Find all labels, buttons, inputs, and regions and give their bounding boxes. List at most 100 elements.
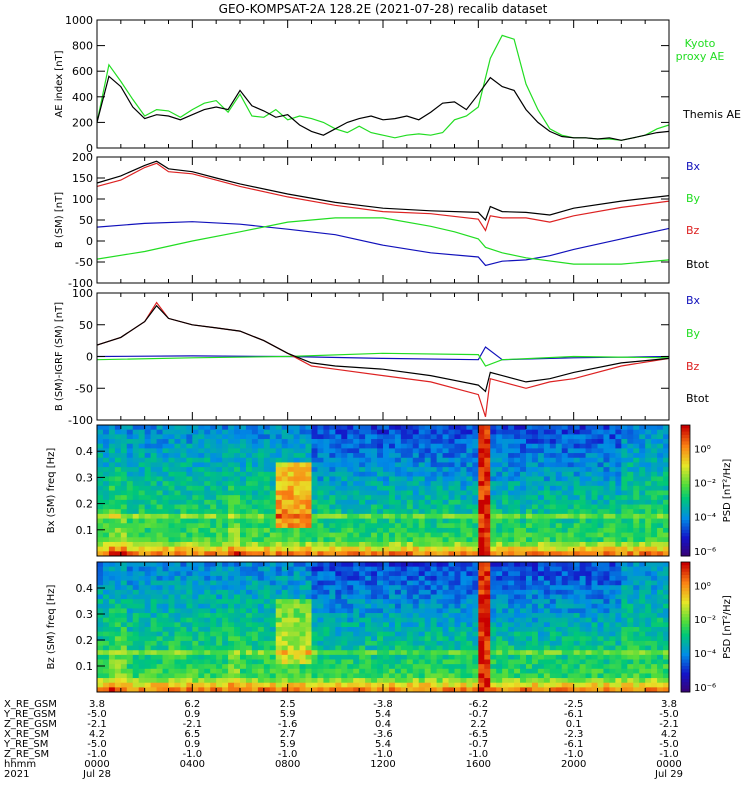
colorbar-tick-label: 10⁻⁴ bbox=[694, 649, 716, 660]
ephemeris-value: -1.0 bbox=[564, 749, 584, 760]
colorbar: 10⁰ 10⁻² 10⁻⁴ 10⁻⁶ PSD [nT²/Hz] bbox=[680, 561, 733, 694]
series-line-btot bbox=[96, 160, 670, 222]
ephemeris-value: 2000 bbox=[561, 759, 586, 770]
y-tick-label: 0.2 bbox=[76, 634, 94, 647]
ephemeris-value: 4.2 bbox=[661, 729, 677, 740]
figure-title: GEO-KOMPSAT-2A 128.2E (2021-07-28) recal… bbox=[219, 2, 548, 16]
legend-entry: Btot bbox=[686, 258, 710, 271]
spectrogram-panel-2: 0.1 0.2 0.3 0.4 Bz (SM) freq [Hz] 10⁰ 10⁻² 10⁻⁴… bbox=[46, 561, 733, 694]
ephemeris-value: -5.0 bbox=[87, 709, 107, 720]
ephemeris-value: -0.7 bbox=[469, 739, 489, 750]
series-line-themis-ae bbox=[96, 75, 670, 141]
ephemeris-value: 2.5 bbox=[280, 699, 296, 710]
ephemeris-value: 0.9 bbox=[184, 739, 200, 750]
ephemeris-value: -2.3 bbox=[564, 729, 584, 740]
colorbar-tick-label: 10⁻² bbox=[694, 479, 716, 490]
series-line-by bbox=[96, 352, 670, 367]
ephemeris-value: -3.6 bbox=[373, 729, 393, 740]
y-tick-label: 0 bbox=[86, 142, 93, 155]
ephemeris-value: -6.5 bbox=[469, 729, 489, 740]
ephemeris-value: 1600 bbox=[466, 759, 491, 770]
spectrogram-panel-1: 0.1 0.2 0.3 0.4 Bx (SM) freq [Hz] 10⁰ 10⁻² 10⁻⁴… bbox=[46, 424, 733, 558]
legend: Bx By Bz Btot bbox=[686, 294, 710, 405]
colorbar-tick-label: 10⁻⁶ bbox=[694, 547, 716, 558]
line-panel-1: 0 200 400 600 800 1000 AE index [nT] Kyotoproxy… bbox=[54, 14, 741, 155]
y-tick-label: 1000 bbox=[65, 14, 93, 27]
colorbar-label: PSD [nT²/Hz] bbox=[722, 459, 733, 523]
y-axis-label: B (SM)-IGRF (SM) [nT] bbox=[54, 302, 65, 411]
ephemeris-value: 6.2 bbox=[184, 699, 200, 710]
colorbar-label: PSD [nT²/Hz] bbox=[722, 595, 733, 659]
colorbar-tick-label: 10⁰ bbox=[694, 445, 711, 456]
ephemeris-value: -1.0 bbox=[87, 749, 107, 760]
y-axis-label: AE index [nT] bbox=[54, 50, 65, 117]
legend-entry: By bbox=[686, 192, 701, 205]
ephemeris-value: 2.7 bbox=[280, 729, 296, 740]
ephemeris-row-label: hhmm bbox=[4, 759, 36, 770]
y-tick-label: -100 bbox=[68, 414, 93, 427]
y-tick-label: 0.3 bbox=[76, 471, 94, 484]
y-tick-label: 0.1 bbox=[76, 660, 94, 673]
ephemeris-value: 0.9 bbox=[184, 709, 200, 720]
legend-entry: Bx bbox=[686, 160, 701, 173]
colorbar: 10⁰ 10⁻² 10⁻⁴ 10⁻⁶ PSD [nT²/Hz] bbox=[680, 424, 733, 558]
ephemeris-value: 0.4 bbox=[375, 719, 391, 730]
ephemeris-value: -6.2 bbox=[469, 699, 489, 710]
y-tick-label: 0.1 bbox=[76, 524, 94, 537]
legend: Bx By Bz Btot bbox=[686, 160, 710, 271]
ephemeris-value: -6.1 bbox=[564, 709, 584, 720]
legend-entry: Themis AE bbox=[682, 108, 741, 121]
y-tick-label: 100 bbox=[72, 193, 93, 206]
ephemeris-row-label: Z_RE_GSM bbox=[4, 719, 57, 730]
ephemeris-value: 6.5 bbox=[184, 729, 200, 740]
legend-entry: Kyoto bbox=[685, 37, 716, 50]
ephemeris-row-label: Y_RE_SM bbox=[3, 739, 48, 750]
series-line-bx bbox=[96, 346, 670, 361]
ephemeris-value: 4.2 bbox=[89, 729, 105, 740]
ephemeris-value: -1.0 bbox=[278, 749, 298, 760]
ephemeris-value: 3.8 bbox=[661, 699, 677, 710]
ephemeris-value: -6.1 bbox=[564, 739, 584, 750]
legend-entry: By bbox=[686, 327, 701, 340]
ephemeris-row-label: X_RE_SM bbox=[4, 729, 49, 740]
ephemeris-table: X_RE_GSMY_RE_GSMZ_RE_GSMX_RE_SMY_RE_SMZ_… bbox=[3, 699, 683, 780]
y-tick-label: 200 bbox=[72, 151, 93, 164]
y-tick-label: -50 bbox=[75, 256, 93, 269]
ephemeris-row-label: Y_RE_GSM bbox=[3, 709, 56, 720]
y-axis-label: Bz (SM) freq [Hz] bbox=[46, 584, 57, 669]
ephemeris-row-label: X_RE_GSM bbox=[4, 699, 57, 710]
y-tick-label: 0.4 bbox=[76, 445, 94, 458]
series-line-bz bbox=[96, 301, 670, 417]
legend-entry: proxy AE bbox=[676, 50, 725, 63]
y-axis-label: Bx (SM) freq [Hz] bbox=[46, 448, 57, 534]
ephemeris-value: -0.7 bbox=[469, 709, 489, 720]
ephemeris-value: 1200 bbox=[370, 759, 395, 770]
y-tick-label: -50 bbox=[75, 382, 93, 395]
ephemeris-value: 0000 bbox=[656, 759, 681, 770]
ephemeris-value: 2.2 bbox=[470, 719, 486, 730]
legend-entry: Bz bbox=[686, 360, 700, 373]
colorbar-tick-label: 10⁻⁴ bbox=[694, 513, 716, 524]
ephemeris-value: -1.0 bbox=[659, 749, 679, 760]
y-tick-label: 0 bbox=[86, 351, 93, 364]
ephemeris-value: -5.0 bbox=[659, 709, 679, 720]
y-tick-label: 400 bbox=[72, 91, 93, 104]
ephemeris-value: -2.5 bbox=[564, 699, 584, 710]
ephemeris-value: -2.1 bbox=[87, 719, 107, 730]
ephemeris-value: -5.0 bbox=[87, 739, 107, 750]
y-tick-label: 0.3 bbox=[76, 608, 94, 621]
ephemeris-value: 0400 bbox=[180, 759, 205, 770]
series-line-bz bbox=[96, 162, 670, 232]
line-panel-3: -100 -50 0 50 100 B (SM)-IGRF (SM) [nT] Bx By Bz… bbox=[54, 287, 710, 427]
series-line-btot bbox=[96, 304, 670, 393]
series-line-bx bbox=[96, 221, 670, 267]
series-line-by bbox=[96, 217, 670, 265]
ephemeris-value: -1.0 bbox=[469, 749, 489, 760]
y-tick-label: 150 bbox=[72, 172, 93, 185]
ephemeris-value: 5.9 bbox=[280, 709, 296, 720]
ephemeris-value: -2.1 bbox=[183, 719, 203, 730]
ephemeris-value: -2.1 bbox=[659, 719, 679, 730]
ephemeris-value: 3.8 bbox=[89, 699, 105, 710]
ephemeris-value: 0000 bbox=[84, 759, 109, 770]
